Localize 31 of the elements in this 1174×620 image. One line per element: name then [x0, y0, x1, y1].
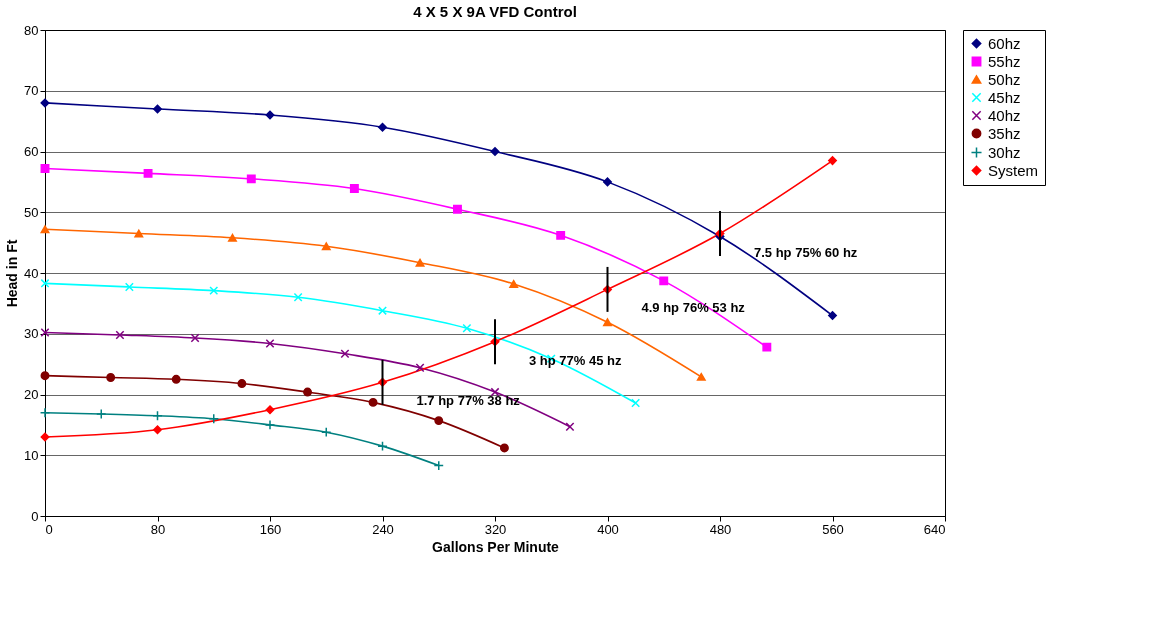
chart-title: 4 X 5 X 9A VFD Control	[413, 3, 577, 20]
x-tick-label: 80	[150, 521, 166, 537]
y-tick-label: 30	[24, 326, 39, 342]
x-tick-label: 400	[597, 521, 619, 537]
y-tick-label: 0	[31, 508, 39, 524]
y-tick-label: 50	[24, 204, 39, 220]
x-tick-label: 480	[709, 521, 732, 537]
legend-label: 35hz	[988, 124, 1021, 142]
x-tick-label: 320	[484, 521, 507, 537]
y-tick-label: 10	[24, 447, 39, 463]
y-axis-title: Head in Ft	[4, 239, 21, 308]
legend-label: System	[988, 161, 1039, 179]
legend-label: 30hz	[988, 143, 1021, 161]
x-tick-label: 160	[259, 521, 282, 537]
x-tick-label: 640	[923, 521, 946, 537]
x-axis-title: Gallons Per Minute	[432, 538, 560, 555]
legend-label: 55hz	[988, 52, 1021, 70]
x-tick-label: 560	[822, 521, 844, 537]
legend-label: 50hz	[988, 70, 1021, 88]
legend-label: 40hz	[988, 106, 1021, 124]
legend-label: 60hz	[988, 34, 1021, 52]
legend-label: 45hz	[988, 88, 1021, 106]
y-tick-label: 70	[24, 83, 39, 99]
annotation: 4.9 hp 76% 53 hz	[641, 300, 746, 316]
y-tick-label: 40	[24, 265, 39, 281]
y-tick-label: 60	[24, 144, 39, 159]
y-tick-label: 20	[24, 387, 39, 402]
x-tick-label: 240	[372, 521, 394, 537]
y-tick-label: 80	[24, 22, 39, 38]
x-tick-label: 0	[45, 521, 53, 537]
annotation: 7.5 hp 75% 60 hz	[754, 244, 858, 260]
